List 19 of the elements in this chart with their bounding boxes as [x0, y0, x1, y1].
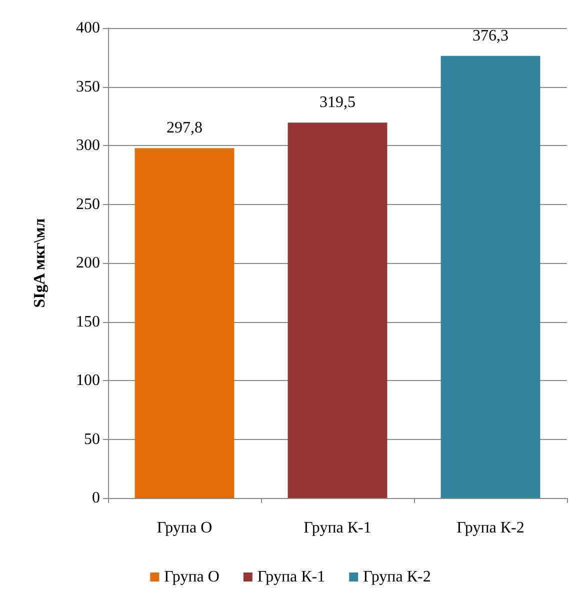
y-tick-label: 100	[76, 372, 100, 389]
y-tick-label: 150	[76, 313, 100, 330]
y-tick-label: 200	[76, 254, 100, 272]
data-label: 319,5	[320, 94, 356, 112]
data-label: 297,8	[166, 120, 202, 137]
legend-label: Група К-2	[363, 568, 431, 586]
y-tick-label: 50	[84, 430, 100, 448]
x-tick-label: Група К-1	[304, 520, 372, 536]
y-tick-label: 300	[76, 137, 100, 154]
y-tick-label: 350	[76, 78, 100, 96]
legend-label: Група О	[164, 568, 220, 586]
y-tick-label: 0	[92, 490, 100, 506]
y-tick-label: 250	[76, 196, 100, 213]
data-label: 376,3	[472, 27, 508, 44]
legend-label: Група К-1	[257, 568, 326, 586]
x-tick-label: Група О	[156, 520, 212, 536]
y-axis-title: SIgA мкг\мл	[32, 218, 48, 308]
y-tick-label: 400	[76, 20, 100, 36]
x-tick-label: Група К-2	[456, 520, 524, 536]
